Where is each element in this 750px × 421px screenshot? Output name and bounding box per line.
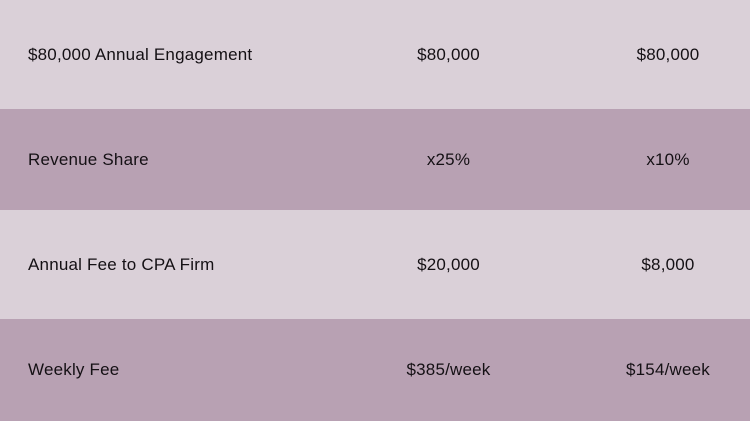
row-value-first: x25% xyxy=(426,149,471,169)
row-value-first: $20,000 xyxy=(417,254,480,274)
table-row-annual-fee: Annual Fee to CPA Firm $20,000 $8,000 xyxy=(0,210,750,319)
table-row-revenue-share: Revenue Share x25% x10% xyxy=(0,109,750,210)
table-row-weekly-fee: Weekly Fee $385/week $154/week xyxy=(0,319,750,421)
row-label: Annual Fee to CPA Firm xyxy=(28,254,215,274)
row-value-first: $80,000 xyxy=(417,44,480,64)
row-label: Revenue Share xyxy=(28,149,149,169)
row-label: $80,000 Annual Engagement xyxy=(28,44,253,64)
row-value-first: $385/week xyxy=(406,360,491,379)
row-value-second: $8,000 xyxy=(641,254,695,274)
row-value-second: x10% xyxy=(646,149,690,169)
row-label: Weekly Fee xyxy=(28,360,120,379)
table-row-annual-engagement: $80,000 Annual Engagement $80,000 $80,00… xyxy=(0,0,750,109)
row-value-second: $80,000 xyxy=(636,44,700,64)
row-value-second: $154/week xyxy=(625,360,711,379)
